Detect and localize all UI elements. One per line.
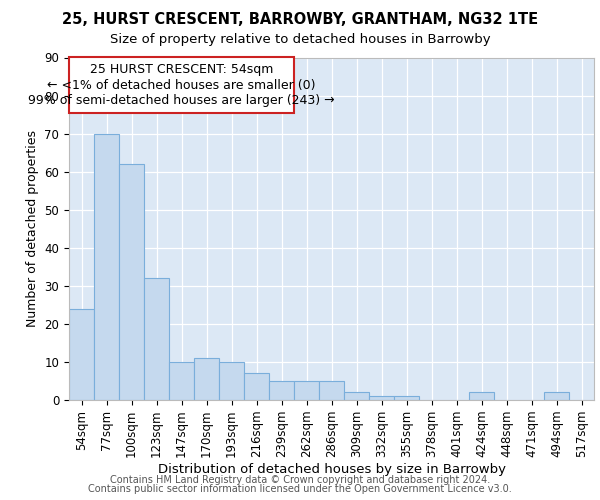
Bar [244,374,269,400]
Bar [69,58,294,112]
Bar [69,308,94,400]
Bar [144,278,169,400]
Text: ← <1% of detached houses are smaller (0): ← <1% of detached houses are smaller (0) [47,78,316,92]
Bar [344,392,369,400]
Bar [369,396,394,400]
Bar [544,392,569,400]
Bar [394,396,419,400]
Bar [219,362,244,400]
Bar [469,392,494,400]
Bar [119,164,144,400]
Bar [194,358,219,400]
Text: Contains HM Land Registry data © Crown copyright and database right 2024.: Contains HM Land Registry data © Crown c… [110,475,490,485]
Text: Size of property relative to detached houses in Barrowby: Size of property relative to detached ho… [110,32,490,46]
Y-axis label: Number of detached properties: Number of detached properties [26,130,39,327]
Bar [169,362,194,400]
Text: 99% of semi-detached houses are larger (243) →: 99% of semi-detached houses are larger (… [28,94,335,107]
Text: 25 HURST CRESCENT: 54sqm: 25 HURST CRESCENT: 54sqm [90,63,273,76]
X-axis label: Distribution of detached houses by size in Barrowby: Distribution of detached houses by size … [157,463,505,476]
Bar [319,381,344,400]
Text: Contains public sector information licensed under the Open Government Licence v3: Contains public sector information licen… [88,484,512,494]
Bar [294,381,319,400]
Bar [269,381,294,400]
Text: 25, HURST CRESCENT, BARROWBY, GRANTHAM, NG32 1TE: 25, HURST CRESCENT, BARROWBY, GRANTHAM, … [62,12,538,28]
Bar [94,134,119,400]
